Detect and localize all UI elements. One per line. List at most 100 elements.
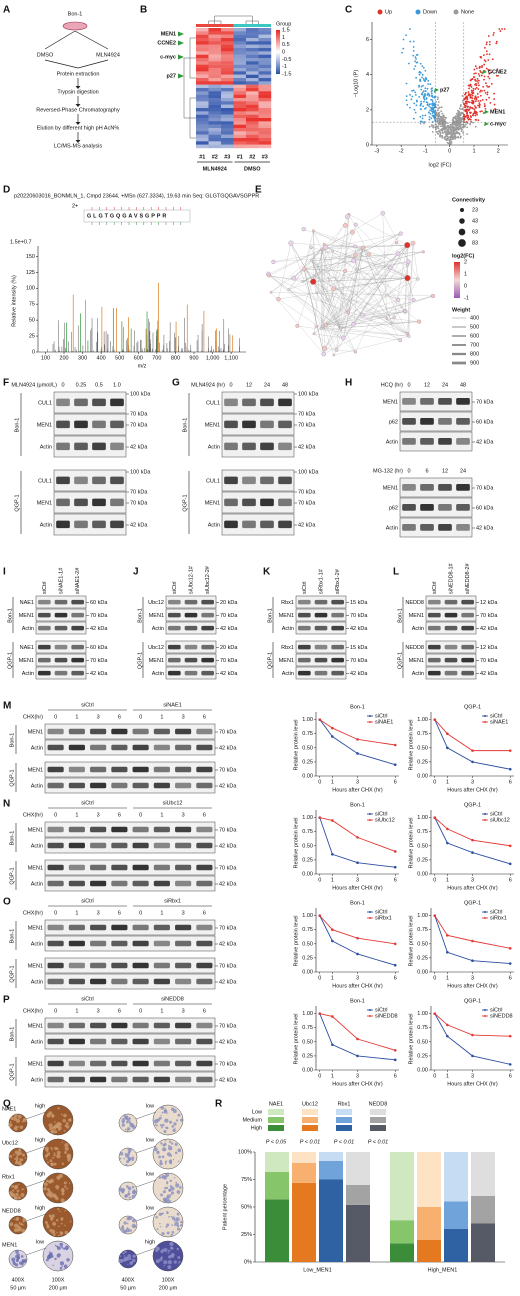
heatmap-cell — [233, 44, 247, 49]
chart-title: Bon-1 — [350, 802, 365, 808]
network-edge — [393, 317, 408, 334]
workflow-origin: Bon-1 — [68, 11, 83, 17]
volcano-point — [438, 120, 441, 123]
lane-label: 3 — [182, 910, 185, 916]
size-label: 100 kDa — [130, 469, 151, 475]
volcano-point — [451, 121, 454, 124]
legend-swatch — [370, 1125, 386, 1131]
legend-label: None — [461, 9, 474, 15]
magnification: 400X — [122, 1277, 135, 1283]
network-edge — [404, 265, 408, 312]
legend-swatch — [370, 1109, 386, 1115]
x-tick-label: 900 — [189, 355, 198, 361]
heatmap-cell — [221, 104, 234, 109]
volcano-point — [422, 95, 425, 98]
y-tick-label: 75% — [241, 1177, 252, 1183]
tissue-texture — [119, 1255, 122, 1257]
network-node — [353, 222, 358, 227]
y-tick-label: 1.00 — [417, 815, 428, 821]
volcano-point — [418, 85, 420, 88]
band — [242, 420, 256, 429]
heatmap-cell — [196, 111, 209, 115]
volcano-point — [434, 103, 437, 106]
heatmap-cell — [246, 128, 259, 132]
group-bar — [196, 24, 209, 27]
network-node — [353, 244, 357, 249]
network-node — [398, 338, 403, 343]
heatmap-cell — [196, 138, 209, 142]
network-edge — [340, 328, 409, 337]
heatmap-cell — [258, 98, 272, 102]
band — [196, 1060, 213, 1067]
protein-label: Actin — [386, 525, 398, 531]
band — [201, 670, 214, 676]
p-value: P < 0.01 — [334, 1139, 354, 1145]
network-edge — [268, 275, 314, 282]
network-edge — [362, 233, 401, 248]
workflow-arm: MLN4924 — [96, 52, 120, 58]
tissue-texture — [53, 1162, 57, 1166]
tissue-texture — [20, 1262, 24, 1266]
heatmap-cell — [233, 71, 247, 75]
protein-label: Actin — [22, 626, 34, 632]
band — [111, 940, 128, 947]
volcano-point — [445, 126, 448, 129]
chart-title: QGP-1 — [464, 900, 481, 906]
volcano-point — [431, 125, 433, 127]
band — [111, 744, 128, 751]
protein-label: MEN1 — [383, 485, 398, 491]
tissue-texture — [133, 1225, 137, 1228]
volcano-point — [468, 87, 471, 90]
heatmap-cell — [233, 74, 247, 79]
volcano-point — [488, 85, 491, 88]
legend-label: siCtrl — [490, 1007, 503, 1013]
heatmap-cell — [233, 138, 247, 142]
band — [153, 744, 170, 751]
band — [298, 670, 311, 676]
x-tick-label: 6 — [394, 877, 397, 883]
volcano-point — [492, 34, 495, 36]
band — [402, 504, 416, 511]
volcano-point — [488, 96, 490, 99]
volcano-point — [441, 119, 444, 122]
cell-line-label: Bon-1 — [267, 608, 273, 623]
network-edge — [313, 281, 408, 334]
heatmap-cell — [208, 94, 222, 99]
x-tick-label: 200 — [59, 355, 68, 361]
blot-title: HCQ (hr) — [381, 382, 403, 388]
band — [132, 1060, 149, 1067]
volcano-point — [488, 72, 491, 75]
y-tick-label: 0.50 — [302, 1039, 313, 1045]
protein-label: NAE1 — [20, 645, 34, 651]
volcano-point — [437, 127, 440, 130]
network-edge — [268, 274, 326, 325]
series-point — [318, 914, 322, 917]
bar-segment — [390, 1152, 414, 1221]
lane-label: 6 — [118, 714, 121, 720]
band — [196, 880, 213, 887]
network-edge — [313, 281, 329, 301]
panel-letter: A — [3, 5, 10, 16]
heatmap-cell — [233, 91, 247, 95]
tissue-texture — [22, 1218, 27, 1222]
tissue-texture — [57, 1208, 60, 1211]
tissue-texture — [15, 1192, 19, 1197]
color-scale — [454, 262, 460, 298]
heatmap-cell — [208, 28, 222, 32]
volcano-point — [463, 118, 465, 121]
size-label: 70 kDa — [219, 827, 237, 833]
network-edge — [311, 260, 356, 353]
network-edge — [288, 260, 312, 290]
heatmap-cell — [233, 108, 247, 112]
band — [444, 612, 458, 618]
volcano-point — [438, 115, 441, 118]
cell-line-label: QGP-1 — [7, 652, 13, 669]
network-node — [322, 345, 328, 351]
legend-swatch — [484, 819, 486, 821]
volcano-point — [483, 103, 486, 105]
volcano-point — [412, 54, 415, 57]
volcano-point — [423, 122, 425, 125]
heatmap-cell — [221, 64, 234, 69]
volcano-point — [472, 107, 474, 110]
tissue-texture — [24, 1157, 27, 1159]
